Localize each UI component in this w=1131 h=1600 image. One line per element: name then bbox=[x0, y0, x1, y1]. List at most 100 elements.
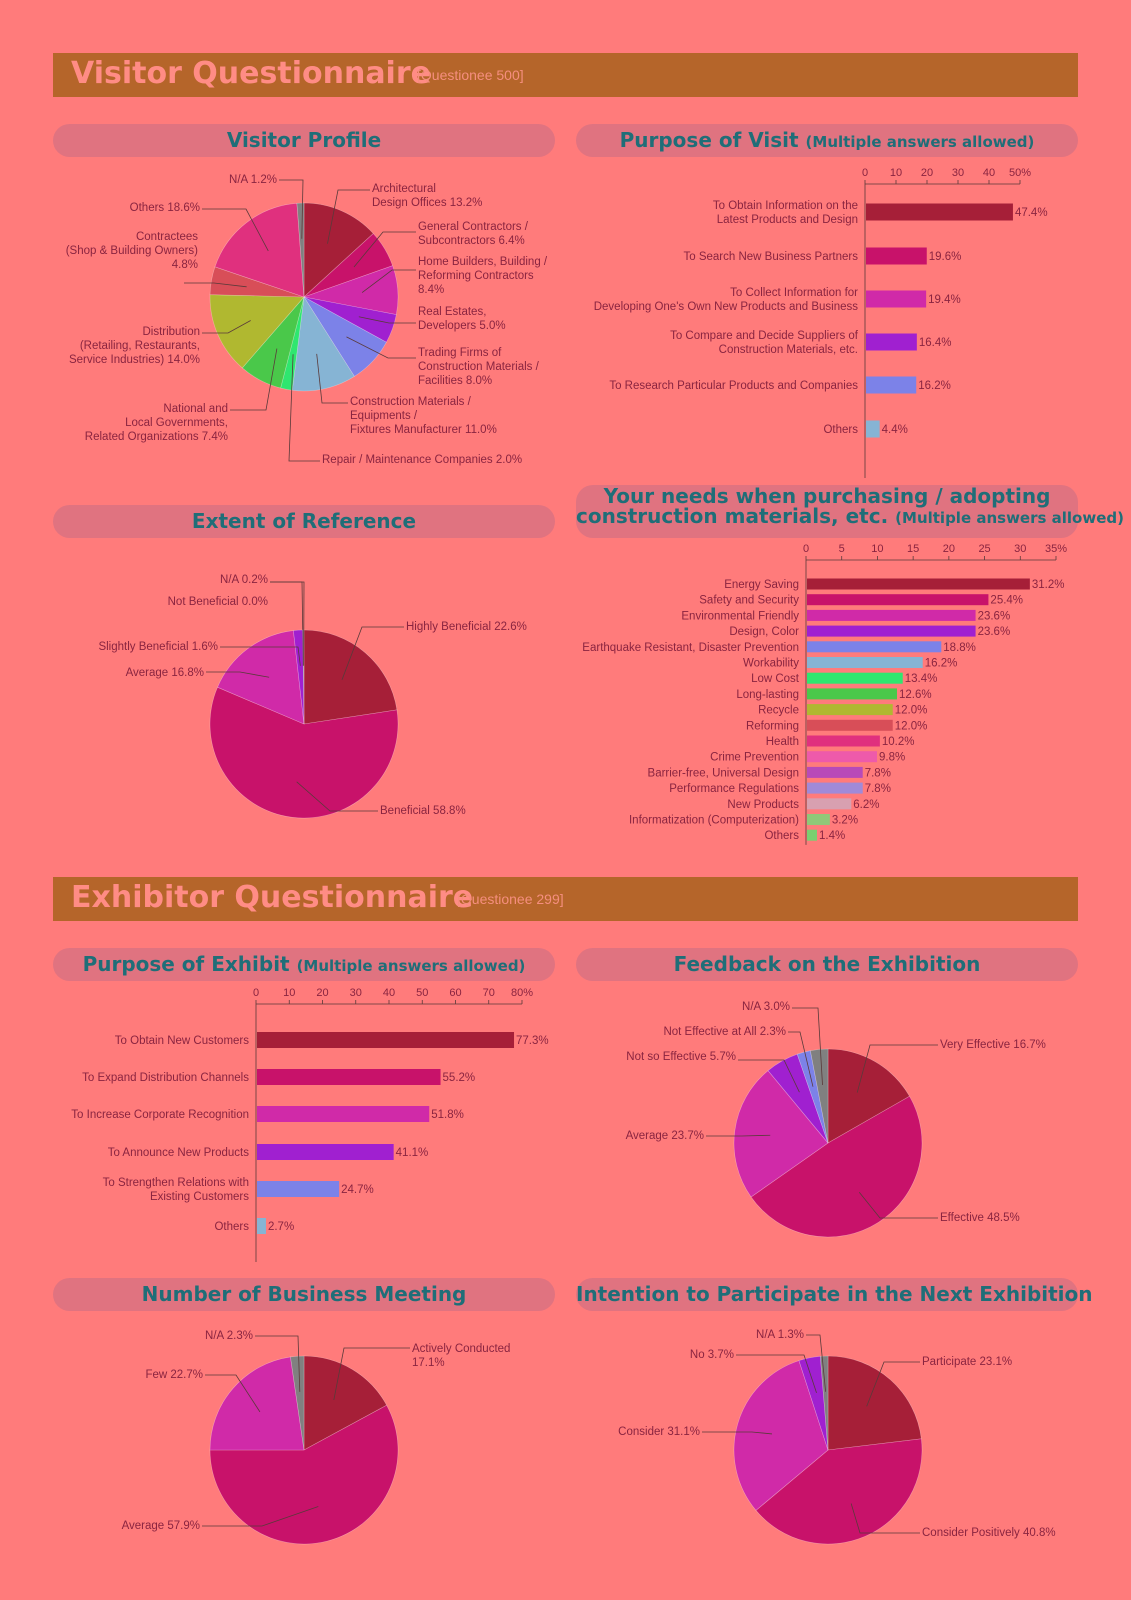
business-meeting-leader-n-a-2-3 bbox=[255, 1335, 301, 1392]
purpose-of-exhibit-category-to-obtain-new-customers: To Obtain New Customers bbox=[115, 1035, 249, 1047]
extent-of-reference-slice-beneficial-58-8 bbox=[209, 686, 399, 819]
feedback-label-effective-48-5: Effective 48.5% bbox=[940, 1212, 1020, 1224]
visitor-profile-leader-contractees bbox=[184, 282, 247, 288]
purpose-of-exhibit-heading: Purpose of Exhibit (Multiple answers all… bbox=[53, 948, 555, 981]
purpose-of-visit-heading: Purpose of Visit (Multiple answers allow… bbox=[576, 124, 1078, 157]
next-exhibition-heading: Intention to Participate in the Next Exh… bbox=[576, 1278, 1093, 1311]
purchasing-needs-value-others: 1.4% bbox=[819, 830, 845, 842]
purchasing-needs-bar-others bbox=[807, 829, 817, 841]
visitor-profile-label-trading-firms-of: Trading Firms of Construction Materials /… bbox=[418, 347, 540, 387]
purchasing-needs-value-earthquake-resistant-disaster-prevention: 18.8% bbox=[943, 642, 976, 654]
visitor-profile-leader-home-builders-building bbox=[361, 269, 416, 293]
extent-of-reference-label-n-a-0-2: N/A 0.2% bbox=[220, 574, 268, 586]
exhibitor-questionnaire-title: Exhibitor Questionnaire bbox=[71, 880, 474, 915]
purchasing-needs-tick-label: 20 bbox=[943, 543, 955, 555]
purchasing-needs-category-earthquake-resistant-disaster-prevention: Earthquake Resistant, Disaster Preventio… bbox=[582, 642, 799, 654]
purpose-of-visit-category-to-search-new-business-partners: To Search New Business Partners bbox=[684, 251, 859, 263]
business-meeting-label-average-57-9: Average 57.9% bbox=[122, 1520, 200, 1532]
purchasing-needs-value-health: 10.2% bbox=[882, 736, 915, 748]
purpose-of-exhibit-tick-label: 30 bbox=[350, 987, 362, 999]
business-meeting-slice-n-a-2-3 bbox=[290, 1355, 305, 1451]
purchasing-needs-value-design-color: 23.6% bbox=[978, 626, 1011, 638]
visitor-profile-label-repair-maintenance-companies-2-0: Repair / Maintenance Companies 2.0% bbox=[322, 454, 522, 466]
purchasing-needs-bar-low-cost bbox=[807, 672, 903, 684]
business-meeting-label-actively-conducted: Actively Conducted 17.1% bbox=[412, 1343, 510, 1369]
feedback-slice-average-23-7 bbox=[733, 1070, 829, 1198]
business-meeting-leader-average-57-9 bbox=[202, 1506, 319, 1527]
business-meeting-slice-actively-conducted bbox=[303, 1355, 388, 1451]
purpose-of-visit-bar-to-obtain-information-on-the bbox=[866, 203, 1013, 221]
purchasing-needs-category-long-lasting: Long-lasting bbox=[736, 689, 799, 701]
visitor-profile-leader-architectural bbox=[327, 189, 370, 244]
visitor-profile-label-others-18-6: Others 18.6% bbox=[130, 202, 200, 214]
visitor-profile-slice-others-18-6 bbox=[214, 202, 305, 298]
purchasing-needs-bar-reforming bbox=[807, 719, 893, 731]
purchasing-needs-bar-informatization-computerization bbox=[807, 814, 830, 825]
purchasing-needs-category-environmental-friendly: Environmental Friendly bbox=[681, 610, 799, 622]
feedback-label-very-effective-16-7: Very Effective 16.7% bbox=[940, 1039, 1046, 1051]
next-exhibition-label-participate-23-1: Participate 23.1% bbox=[922, 1356, 1012, 1368]
purchasing-needs-category-health: Health bbox=[766, 736, 799, 748]
purpose-of-visit-tick-label: 0 bbox=[862, 167, 868, 179]
feedback-label-not-effective-at-all-2-3: Not Effective at All 2.3% bbox=[663, 1026, 786, 1038]
purpose-of-exhibit-category-others: Others bbox=[214, 1221, 249, 1233]
visitor-questionee-count: [Questionee 500] bbox=[417, 67, 524, 83]
purpose-of-visit-category-to-compare-and-decide-suppliers-of: To Compare and Decide Suppliers of Constr… bbox=[670, 330, 859, 356]
next-exhibition-slice-no-3-7 bbox=[798, 1355, 829, 1451]
purpose-of-exhibit-tick-label: 0 bbox=[253, 987, 259, 999]
visitor-profile-leader-national-and bbox=[230, 348, 278, 411]
visitor-profile-slice-architectural bbox=[303, 202, 374, 298]
purpose-of-visit-bar-to-compare-and-decide-suppliers-of bbox=[866, 333, 917, 351]
visitor-profile-leader-general-contractors bbox=[353, 231, 416, 268]
feedback-leader-very-effective-16-7 bbox=[856, 1044, 938, 1093]
visitor-profile-label-general-contractors: General Contractors / Subcontractors 6.4% bbox=[418, 221, 529, 247]
visitor-profile-slice-real-estates bbox=[303, 296, 397, 343]
purchasing-needs-tick-label: 15 bbox=[907, 543, 919, 555]
purpose-of-exhibit-tick-label: 20 bbox=[316, 987, 328, 999]
purchasing-needs-category-crime-prevention: Crime Prevention bbox=[710, 752, 799, 764]
purchasing-needs-heading: Your needs when purchasing / adopting con… bbox=[576, 485, 1124, 538]
next-exhibition-leader-consider-31-1 bbox=[702, 1431, 773, 1435]
purchasing-needs-value-crime-prevention: 9.8% bbox=[879, 752, 905, 764]
purpose-of-exhibit-bar-to-strengthen-relations-with bbox=[257, 1181, 340, 1197]
visitor-profile-label-architectural: Architectural Design Offices 13.2% bbox=[372, 183, 482, 209]
next-exhibition-leader-consider-positively-40-8 bbox=[850, 1503, 920, 1534]
purpose-of-visit-value-to-collect-information-for: 19.4% bbox=[928, 294, 961, 306]
business-meeting-slice-few-22-7 bbox=[209, 1356, 305, 1451]
purchasing-needs-bar-barrier-free-universal-design bbox=[807, 766, 863, 778]
extent-of-reference-label-highly-beneficial-22-6: Highly Beneficial 22.6% bbox=[406, 621, 527, 633]
purpose-of-exhibit-tick-label: 50 bbox=[416, 987, 428, 999]
feedback-label-average-23-7: Average 23.7% bbox=[626, 1130, 704, 1142]
purchasing-needs-value-reforming: 12.0% bbox=[895, 720, 928, 732]
purchasing-needs-category-recycle: Recycle bbox=[758, 705, 799, 717]
purpose-of-exhibit-tick-label: 10 bbox=[283, 987, 295, 999]
extent-of-reference-slice-highly-beneficial-22-6 bbox=[303, 629, 398, 725]
purpose-of-visit-bar-others bbox=[866, 420, 880, 438]
purpose-of-visit-tick-label: 30 bbox=[952, 167, 964, 179]
visitor-profile-slice-distribution bbox=[209, 294, 305, 369]
purpose-of-exhibit-tick-label: 60 bbox=[449, 987, 461, 999]
purpose-of-exhibit-tick-label: 80% bbox=[511, 987, 533, 999]
next-exhibition-slice-consider-positively-40-8 bbox=[755, 1438, 923, 1545]
purchasing-needs-value-workability: 16.2% bbox=[925, 658, 958, 670]
purpose-of-visit-value-to-search-new-business-partners: 19.6% bbox=[929, 251, 962, 263]
extent-of-reference-leader-beneficial-58-8 bbox=[296, 781, 378, 812]
next-exhibition-leader-no-3-7 bbox=[736, 1354, 817, 1393]
next-exhibition-label-no-3-7: No 3.7% bbox=[690, 1349, 734, 1361]
next-exhibition-slice-consider-31-1 bbox=[733, 1360, 829, 1511]
purchasing-needs-bar-earthquake-resistant-disaster-prevention bbox=[807, 641, 942, 653]
business-meeting-label-n-a-2-3: N/A 2.3% bbox=[205, 1330, 253, 1342]
feedback-heading: Feedback on the Exhibition bbox=[576, 948, 1078, 981]
next-exhibition-leader-n-a-1-3 bbox=[806, 1334, 827, 1392]
visitor-profile-slice-home-builders-building bbox=[302, 265, 399, 315]
purchasing-needs-value-barrier-free-universal-design: 7.8% bbox=[865, 767, 891, 779]
purpose-of-visit-bar-to-collect-information-for bbox=[866, 290, 927, 308]
purchasing-needs-value-long-lasting: 12.6% bbox=[899, 689, 932, 701]
exhibitor-questionnaire-banner: Exhibitor Questionnaire [Questionee 299] bbox=[53, 877, 1078, 921]
purpose-of-visit-value-others: 4.4% bbox=[882, 424, 908, 436]
feedback-leader-effective-48-5 bbox=[858, 1191, 938, 1219]
purchasing-needs-tick-label: 35% bbox=[1045, 543, 1067, 555]
extent-of-reference-heading: Extent of Reference bbox=[53, 505, 555, 538]
purpose-of-exhibit-value-to-expand-distribution-channels: 55.2% bbox=[443, 1072, 476, 1084]
next-exhibition-label-consider-31-1: Consider 31.1% bbox=[618, 1426, 700, 1438]
